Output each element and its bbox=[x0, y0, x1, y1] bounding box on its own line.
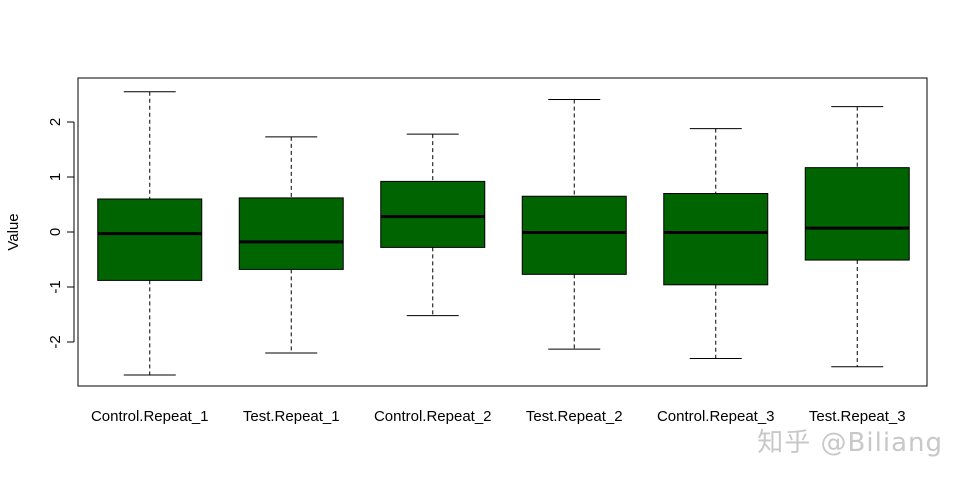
y-tick-label: -1 bbox=[47, 280, 64, 293]
x-category-label: Test.Repeat_3 bbox=[809, 408, 906, 425]
iqr-box bbox=[521, 195, 627, 275]
box-2 bbox=[238, 136, 344, 354]
x-category-label: Control.Repeat_1 bbox=[91, 408, 209, 425]
y-tick-label: 1 bbox=[47, 173, 64, 181]
iqr-box bbox=[380, 180, 486, 248]
box-3 bbox=[380, 133, 486, 317]
iqr-box bbox=[238, 197, 344, 270]
x-axis-labels: Control.Repeat_1 Test.Repeat_1 Control.Rep… bbox=[91, 408, 906, 425]
plot-frame bbox=[77, 77, 928, 387]
x-category-label: Control.Repeat_3 bbox=[657, 408, 775, 425]
y-tick-label: 2 bbox=[47, 118, 64, 126]
y-axis-title: Value bbox=[5, 213, 22, 250]
box-1 bbox=[97, 91, 203, 376]
box-6 bbox=[804, 106, 910, 368]
iqr-box bbox=[97, 198, 203, 281]
y-tick-label: 0 bbox=[47, 228, 64, 236]
x-category-label: Test.Repeat_2 bbox=[526, 408, 623, 425]
box-5 bbox=[663, 128, 769, 359]
x-category-label: Control.Repeat_2 bbox=[374, 408, 492, 425]
iqr-box bbox=[663, 193, 769, 286]
iqr-box bbox=[804, 167, 910, 261]
watermark-text: 知乎 @Biliang bbox=[757, 428, 943, 458]
x-category-label: Test.Repeat_1 bbox=[243, 408, 340, 425]
y-axis: -2 -1 0 1 2 bbox=[47, 118, 75, 349]
box-4 bbox=[521, 98, 627, 350]
boxes-layer bbox=[97, 91, 910, 376]
y-tick-label: -2 bbox=[47, 335, 64, 348]
